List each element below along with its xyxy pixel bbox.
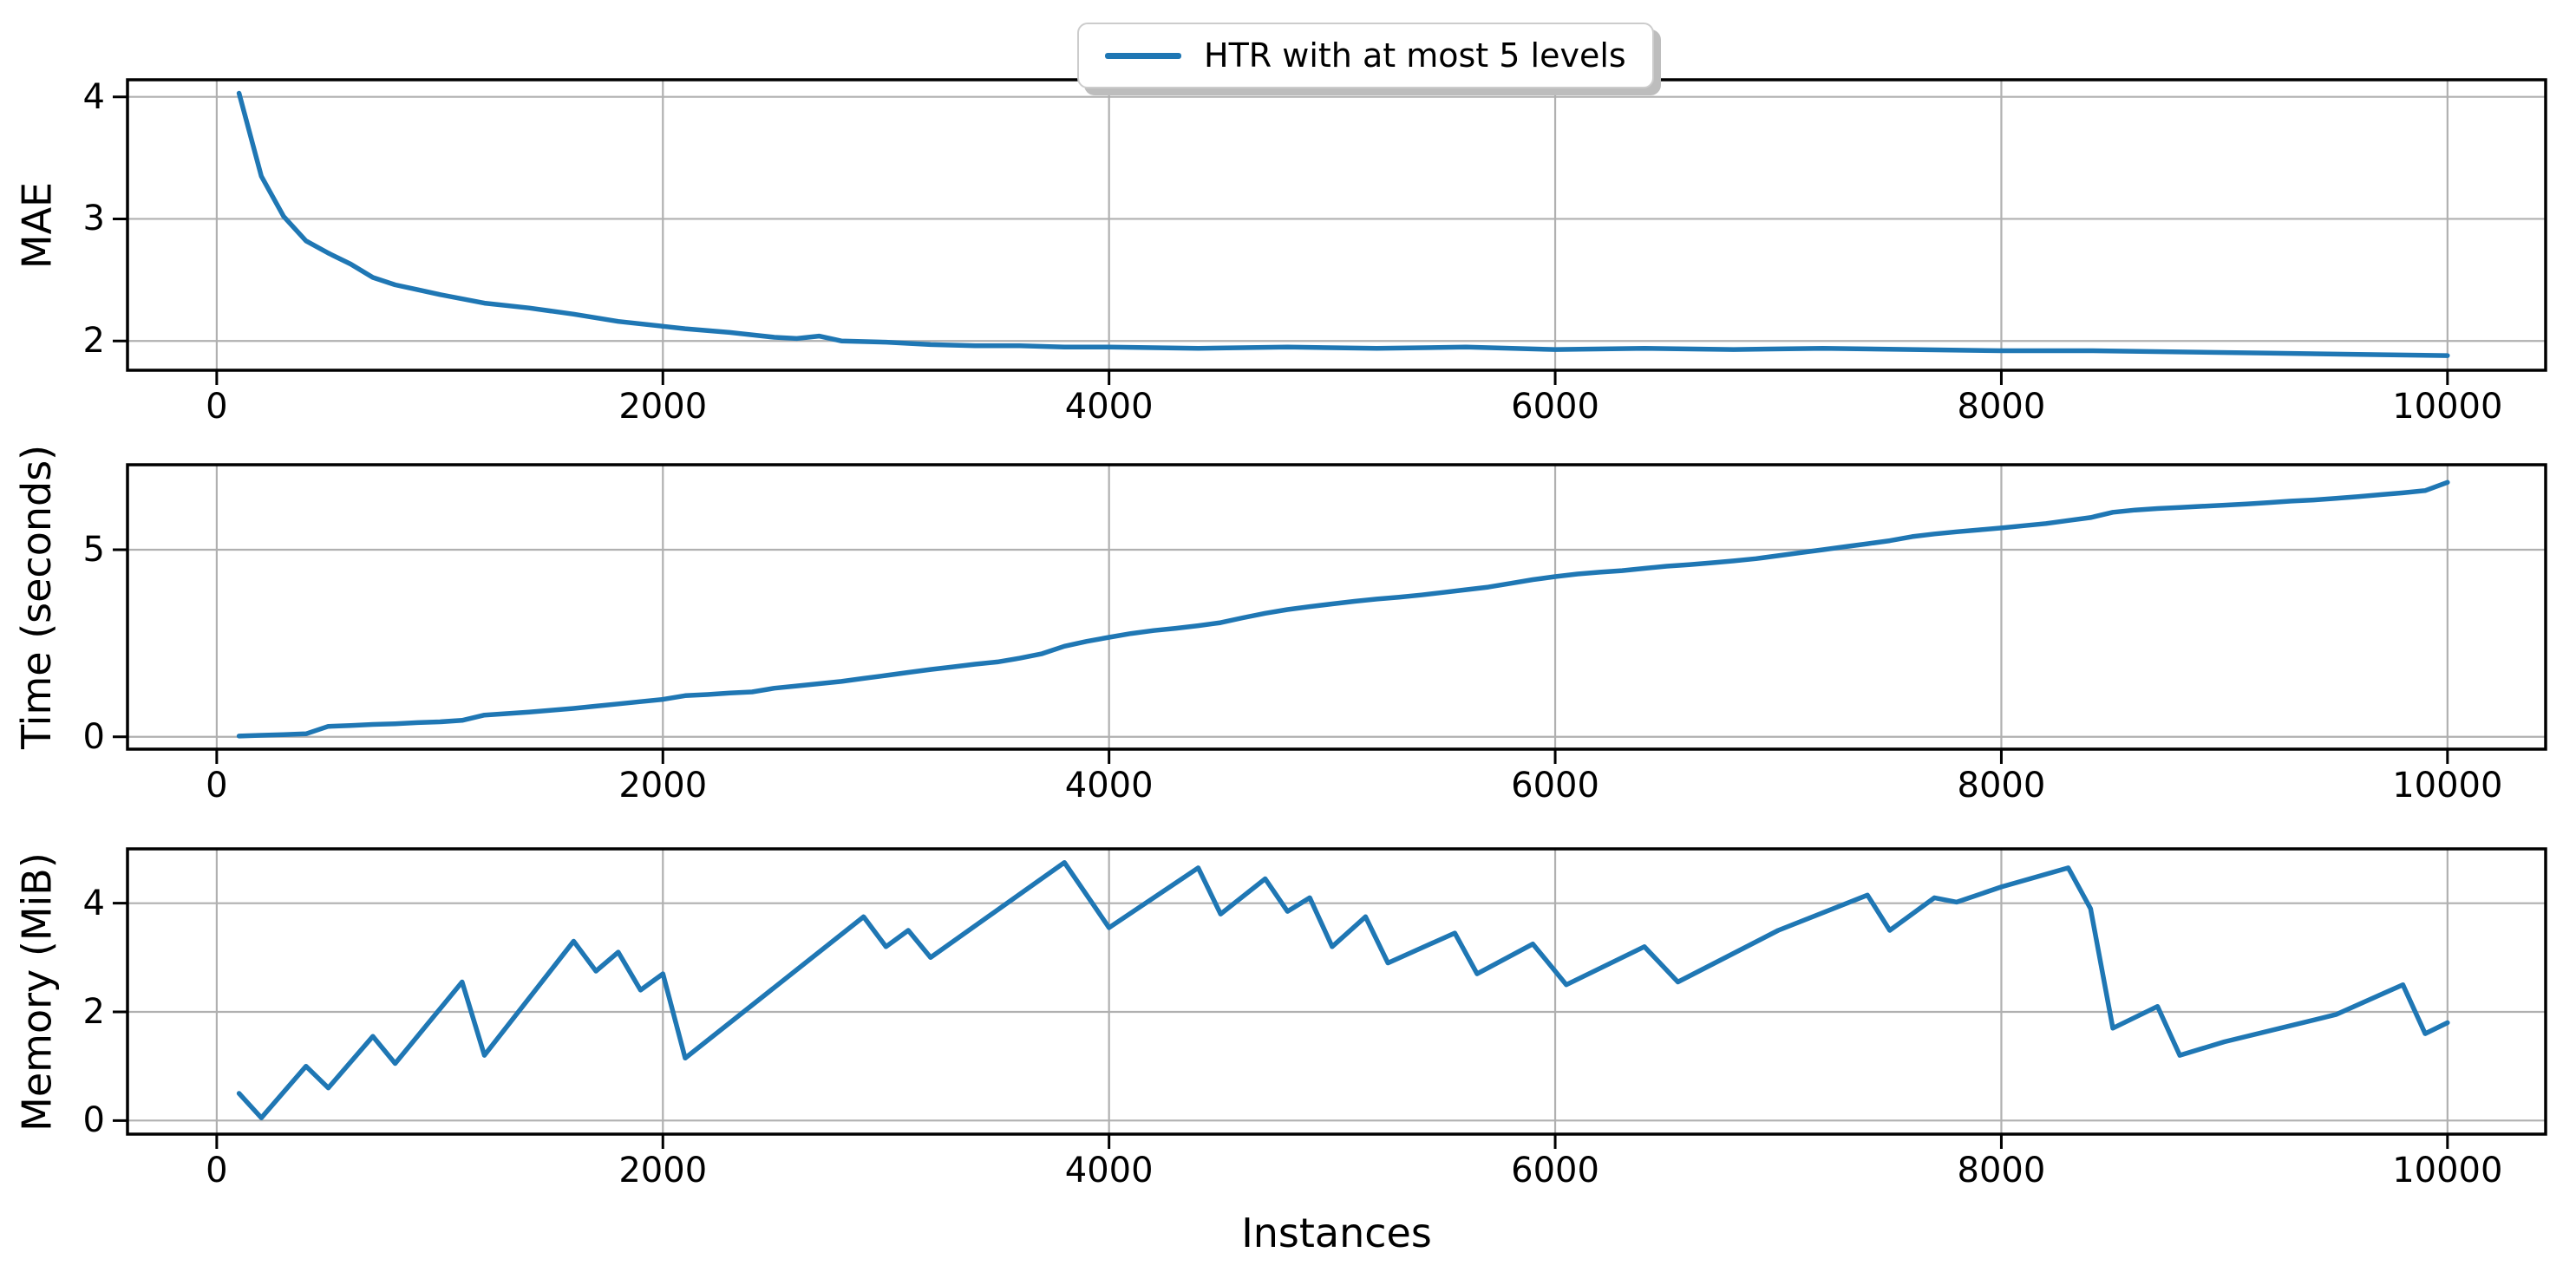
axes-spines [126, 847, 2547, 1136]
legend: HTR with at most 5 levels [1077, 23, 1654, 88]
x-tick-label: 8000 [1957, 1151, 2046, 1190]
y-tick-label: 4 [82, 76, 105, 117]
x-tick-label: 8000 [1957, 766, 2046, 806]
x-tick-label: 10000 [2392, 766, 2503, 806]
x-tick-label: 4000 [1064, 766, 1154, 806]
subplot-0 [113, 78, 2547, 385]
axes-spines [126, 463, 2547, 751]
y-tick-label: 4 [82, 883, 105, 923]
data-line-2 [236, 859, 2450, 1120]
y-tick-label: 2 [82, 992, 105, 1032]
x-tick-label: 6000 [1511, 1151, 1599, 1190]
x-tick-label: 0 [206, 766, 228, 806]
x-tick-label: 4000 [1064, 387, 1154, 427]
axes-spines [126, 78, 2547, 372]
y-tick-label: 3 [82, 199, 105, 239]
axis-xlabel-instances: Instances [1241, 1210, 1432, 1256]
data-line-0 [236, 90, 2450, 358]
data-line-1 [236, 479, 2450, 739]
axis-ylabel-time: Time (seconds) [13, 444, 60, 749]
x-tick-label: 2000 [618, 1151, 708, 1190]
y-tick-label: 5 [82, 529, 105, 570]
subplot-2 [113, 847, 2547, 1149]
x-tick-label: 2000 [618, 387, 708, 427]
legend-label: HTR with at most 5 levels [1204, 36, 1626, 75]
y-tick-label: 0 [82, 1100, 105, 1141]
subplot-1 [113, 463, 2547, 764]
x-tick-label: 6000 [1511, 387, 1599, 427]
x-tick-label: 0 [206, 1151, 228, 1190]
y-tick-label: 0 [82, 716, 105, 757]
x-tick-label: 10000 [2392, 387, 2503, 427]
x-tick-label: 0 [206, 387, 228, 427]
x-tick-label: 4000 [1064, 1151, 1154, 1190]
x-tick-label: 10000 [2392, 1151, 2503, 1190]
x-tick-label: 6000 [1511, 766, 1599, 806]
y-tick-label: 2 [82, 321, 105, 362]
x-tick-label: 2000 [618, 766, 708, 806]
x-tick-label: 8000 [1957, 387, 2046, 427]
legend-line-sample [1105, 52, 1181, 59]
